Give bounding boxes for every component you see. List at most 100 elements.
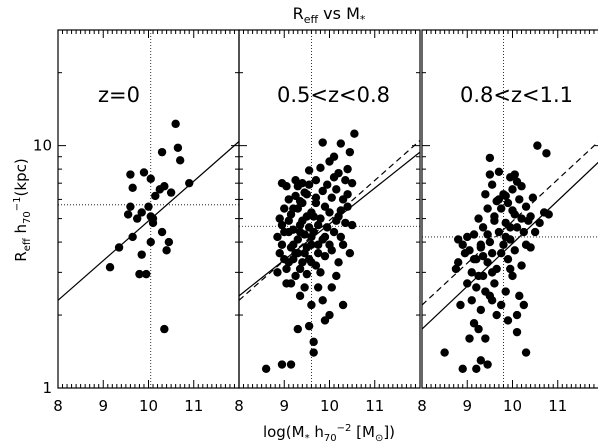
data-point [105,263,115,272]
data-point [521,202,531,211]
data-point [465,246,474,255]
panel-frame [421,29,598,389]
x-tick-label: 11 [365,397,384,415]
data-point [338,240,348,249]
x-tick-label: 9 [279,397,289,415]
data-point [476,305,486,315]
data-point [501,232,510,242]
y-tick-label: 10 [33,137,52,155]
data-point [298,178,307,188]
data-point [336,139,346,148]
data-point [157,147,167,157]
data-point [526,212,535,221]
data-point [336,206,346,215]
data-point [519,300,529,310]
data-point [521,348,531,357]
data-point [341,218,350,228]
data-point [313,248,323,258]
data-point [512,327,522,337]
data-point [485,170,495,179]
data-point [517,261,526,270]
y-axis-label: Reff h70−1(kpc) [12,158,33,261]
data-point [338,300,348,310]
x-tick-label: 11 [184,397,203,415]
data-point [487,248,497,258]
data-point [508,185,517,194]
x-tick-label: 9 [462,397,472,415]
data-point [275,214,284,223]
data-point [132,214,142,223]
data-point [327,283,336,292]
data-point [467,296,476,305]
data-point [164,237,174,247]
data-point [343,164,352,174]
dashed-fit-line [421,141,598,306]
data-point [496,300,506,310]
data-point [503,198,513,208]
data-point [350,129,359,138]
x-tick-label: 10 [320,397,339,415]
data-point [126,170,135,179]
data-point [261,364,271,374]
data-point [474,324,483,334]
data-point [298,216,307,225]
data-point [515,291,524,301]
data-point [474,271,483,281]
data-point [280,204,289,213]
x-tick-label: 8 [234,397,244,415]
data-point [501,287,510,296]
data-point [454,258,463,267]
data-point [289,240,298,249]
data-point [483,204,492,213]
data-point [483,258,492,267]
data-point [162,246,171,255]
data-point [309,212,318,221]
data-point [496,204,506,213]
data-point [481,287,490,296]
data-point [185,178,194,188]
data-point [298,258,307,267]
data-point [481,334,490,343]
data-point [316,214,325,223]
data-point [277,360,287,369]
x-tick-label: 9 [98,397,108,415]
data-point [284,227,293,237]
data-point [345,248,355,258]
data-point [160,324,169,334]
data-point [151,191,160,201]
data-point [528,193,538,202]
panel-label: 0.5<z<0.8 [277,83,390,107]
data-point [307,300,316,310]
data-point [501,191,510,201]
data-point [291,176,300,185]
data-point [286,360,296,369]
data-point [157,227,167,237]
panel-label: z=0 [98,83,140,107]
data-point [483,360,492,369]
data-point [327,246,336,255]
data-point [160,182,169,191]
x-axis-label: log(M* h70−2 [M⊙]) [263,423,395,444]
data-point [332,216,341,225]
data-point [291,271,300,281]
panel-frame [238,29,421,389]
data-point [277,220,287,230]
x-tick-label: 11 [548,397,567,415]
data-point [463,232,472,242]
data-point [320,232,330,242]
data-point [535,218,544,228]
data-point [171,119,180,129]
data-point [320,202,330,211]
data-point [146,237,155,247]
data-point [309,337,318,347]
data-point [343,202,352,211]
data-point [304,180,314,189]
data-point [494,227,504,237]
data-point [478,251,488,261]
data-point [458,364,467,374]
data-point [494,167,504,176]
panel-label: 0.8<z<1.1 [460,83,573,107]
